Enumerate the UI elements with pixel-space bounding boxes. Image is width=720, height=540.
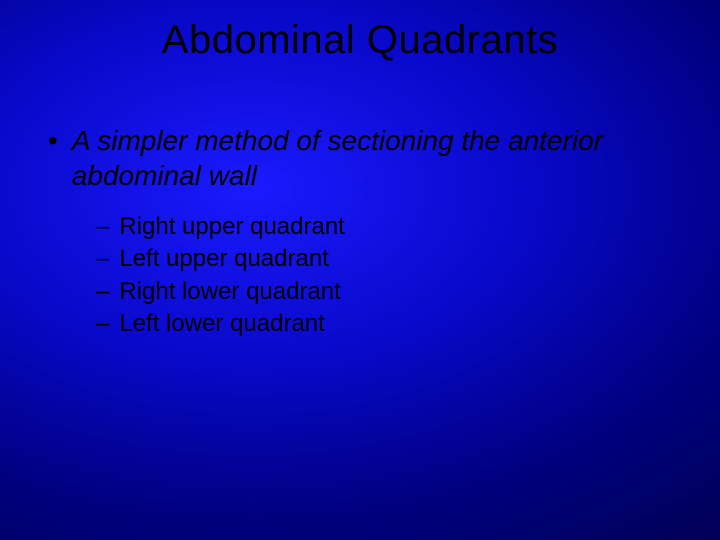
list-item: – Right lower quadrant (96, 276, 680, 308)
dash-icon: – (96, 211, 109, 243)
bullet-marker-icon: • (48, 123, 58, 193)
dash-icon: – (96, 276, 109, 308)
slide: Abdominal Quadrants • A simpler method o… (0, 0, 720, 540)
list-item: – Left upper quadrant (96, 243, 680, 275)
list-item: – Right upper quadrant (96, 211, 680, 243)
slide-title: Abdominal Quadrants (40, 18, 680, 63)
sub-bullet-text: Left upper quadrant (119, 243, 329, 275)
sub-bullet-list: – Right upper quadrant – Left upper quad… (96, 211, 680, 341)
sub-bullet-text: Left lower quadrant (119, 308, 324, 340)
main-bullet: • A simpler method of sectioning the ant… (48, 123, 680, 193)
list-item: – Left lower quadrant (96, 308, 680, 340)
dash-icon: – (96, 308, 109, 340)
sub-bullet-text: Right lower quadrant (119, 276, 340, 308)
main-bullet-text: A simpler method of sectioning the anter… (72, 123, 680, 193)
dash-icon: – (96, 243, 109, 275)
sub-bullet-text: Right upper quadrant (119, 211, 345, 243)
